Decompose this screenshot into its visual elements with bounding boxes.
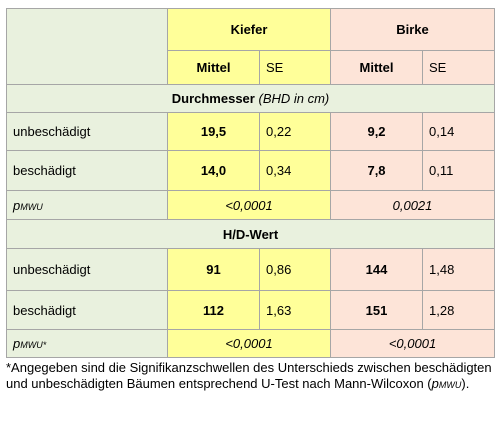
p-label: pMWU*	[6, 329, 168, 358]
column-header: Mittel	[167, 50, 260, 85]
section-name: H/D-Wert	[222, 226, 279, 242]
value-cell: 19,5	[167, 112, 260, 151]
p-value: <0,0001	[330, 329, 496, 358]
table-body: Durchmesser (BHD in cm) unbeschädigt 19,5 0…	[5, 84, 496, 358]
data-row: beschädigt 112 1,63 151 1,28	[6, 290, 496, 330]
value-cell: 0,14	[422, 112, 496, 151]
data-row: unbeschädigt 19,5 0,22 9,2 0,14	[6, 112, 496, 151]
row-label: beschädigt	[6, 150, 168, 191]
value-cell: 1,63	[258, 290, 332, 330]
p-value: <0,0001	[166, 329, 332, 358]
footnote-subscript: MWU	[438, 380, 462, 390]
section-row: H/D-Wert	[5, 219, 496, 249]
p-subscript: MWU	[20, 201, 43, 212]
section-title: H/D-Wert	[5, 219, 496, 249]
p-symbol: p	[13, 197, 21, 213]
p-subscript: MWU*	[20, 340, 47, 350]
p-value: 0,0021	[330, 190, 496, 220]
p-label: pMWU	[6, 190, 168, 220]
value-cell: 151	[330, 290, 424, 330]
corner-cell	[6, 8, 168, 85]
section-row: Durchmesser (BHD in cm)	[5, 84, 496, 113]
footnote-symbol: p	[431, 376, 439, 391]
section-title: Durchmesser (BHD in cm)	[5, 84, 496, 113]
results-table: Kiefer Birke Mittel SE Mittel SE Durchme…	[5, 8, 496, 358]
footnote-text: *Angegeben sind die Signifikanzschwellen…	[6, 360, 492, 391]
column-header: SE	[422, 50, 496, 85]
column-header: SE	[258, 50, 332, 85]
value-cell: 14,0	[167, 150, 260, 191]
value-cell: 7,8	[330, 150, 424, 191]
data-row: unbeschädigt 91 0,86 144 1,48	[6, 248, 496, 291]
row-label: unbeschädigt	[6, 248, 168, 291]
footnote-end: ).	[461, 376, 470, 391]
value-cell: 91	[167, 248, 260, 291]
value-cell: 144	[330, 248, 424, 291]
value-cell: 0,22	[258, 112, 332, 151]
section-unit: (BHD in cm)	[258, 91, 330, 106]
row-label: unbeschädigt	[6, 112, 168, 151]
value-cell: 0,34	[258, 150, 332, 191]
row-label: beschädigt	[6, 290, 168, 330]
section-name: Durchmesser	[171, 91, 255, 106]
value-cell: 9,2	[330, 112, 424, 151]
group-header: Birke	[330, 8, 496, 51]
value-cell: 0,86	[258, 248, 332, 291]
footnote: *Angegeben sind die Signifikanzschwellen…	[6, 360, 494, 393]
data-row: beschädigt 14,0 0,34 7,8 0,11	[6, 150, 496, 191]
group-header: Kiefer	[166, 8, 332, 51]
p-symbol: p	[13, 336, 21, 351]
value-cell: 1,28	[422, 290, 496, 330]
p-value: <0,0001	[166, 190, 332, 220]
value-cell: 1,48	[422, 248, 496, 291]
value-cell: 0,11	[422, 150, 496, 191]
p-row: pMWU* <0,0001 <0,0001	[6, 329, 496, 358]
column-header: Mittel	[330, 50, 424, 85]
p-row: pMWU <0,0001 0,0021	[6, 190, 496, 220]
value-cell: 112	[167, 290, 260, 330]
